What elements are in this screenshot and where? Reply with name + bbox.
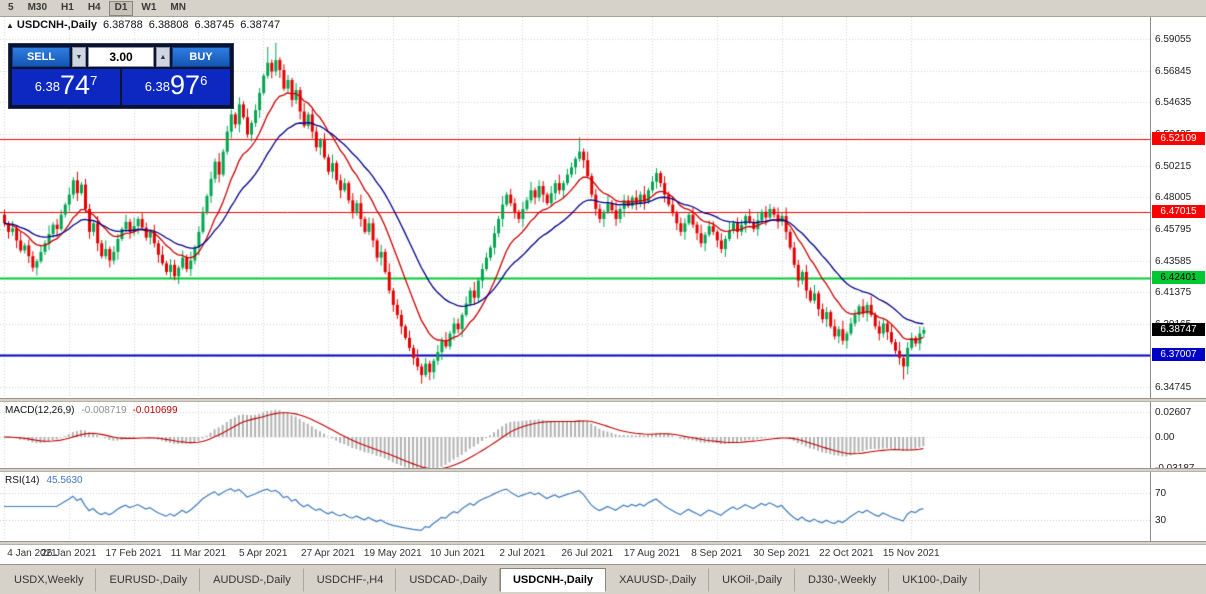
chart-tabs-bar: USDX,Weekly EURUSD-,Daily AUDUSD-,Daily USD…: [0, 564, 1206, 594]
timeframe-button-m30[interactable]: M30: [22, 1, 53, 16]
date-label: 8 Sep 2021: [691, 548, 743, 559]
price-tick-label: 6.54635: [1155, 97, 1192, 109]
date-label: 22 Oct 2021: [819, 548, 874, 559]
price-tick-label: 6.59055: [1155, 34, 1192, 46]
price-tick-label: 6.56845: [1155, 65, 1192, 77]
date-axis[interactable]: 4 Jan 2021 26 Jan 2021 17 Feb 2021 11 Mar 2…: [0, 545, 1150, 564]
high-value: 6.38808: [148, 19, 189, 31]
sell-price-prefix: 6.38: [34, 79, 61, 94]
price-tick-label: 6.41375: [1155, 287, 1192, 299]
price-axis[interactable]: 6.590556.568456.546356.524256.502156.480…: [1150, 17, 1206, 545]
buy-price-big: 97: [170, 70, 201, 100]
chart-title-ohlc: ▲ USDCNH-,Daily 6.38788 6.38808 6.38745 6.387…: [6, 19, 286, 31]
pane-splitter[interactable]: [0, 541, 1206, 545]
macd-main-value: -0.008719: [81, 405, 127, 416]
chart-tab[interactable]: USDCAD-,Daily: [396, 568, 500, 592]
timeframe-toolbar: 5 M30 H1 H4 D1 W1 MN: [0, 0, 1206, 17]
volume-decrease-button[interactable]: ▼: [72, 47, 86, 67]
macd-tick-label: 0.02607: [1155, 407, 1192, 418]
chart-window: ▲ USDCNH-,Daily 6.38788 6.38808 6.38745 6.387…: [0, 17, 1206, 545]
sell-price-pipette: 7: [90, 73, 98, 88]
macd-signal-value: -0.010699: [132, 405, 178, 416]
date-label: 26 Jan 2021: [41, 548, 97, 559]
open-value: 6.38788: [103, 19, 143, 31]
pane-splitter[interactable]: [0, 468, 1206, 472]
sell-price-big: 74: [60, 70, 91, 100]
buy-price-prefix: 6.38: [144, 79, 171, 94]
price-line-label: 6.52109: [1152, 131, 1205, 145]
volume-input[interactable]: [88, 47, 154, 67]
buy-price-pipette: 6: [200, 73, 208, 88]
price-tick-label: 6.43585: [1155, 255, 1192, 267]
sell-button[interactable]: SELL: [12, 47, 70, 67]
low-value: 6.38745: [194, 19, 235, 31]
date-label: 10 Jun 2021: [430, 548, 486, 559]
chart-tab[interactable]: DJ30-,Weekly: [794, 568, 890, 592]
buy-button[interactable]: BUY: [172, 47, 230, 67]
price-line-label: 6.42401: [1152, 270, 1205, 284]
rsi-name: RSI(14): [5, 475, 40, 486]
timeframe-button-mn[interactable]: MN: [164, 1, 192, 16]
date-label: 4 Jan 2021: [7, 548, 57, 559]
macd-tick-label: 0.00: [1155, 432, 1175, 443]
volume-increase-button[interactable]: ▲: [156, 47, 170, 67]
date-label: 30 Sep 2021: [753, 548, 810, 559]
macd-label: MACD(12,26,9) -0.008719 -0.010699: [5, 405, 178, 416]
chart-tab[interactable]: USDX,Weekly: [1, 568, 97, 592]
date-label: 17 Aug 2021: [623, 548, 681, 559]
timeframe-button-5[interactable]: 5: [2, 1, 20, 16]
date-label: 11 Mar 2021: [170, 548, 227, 559]
timeframe-button-w1[interactable]: W1: [135, 1, 162, 16]
price-tick-label: 6.34745: [1155, 382, 1192, 394]
price-tick-label: 6.48005: [1155, 192, 1192, 204]
date-label: 2 Jul 2021: [499, 548, 546, 559]
symbol-period-label: USDCNH-,Daily: [16, 19, 97, 31]
chart-tab[interactable]: UK100-,Daily: [889, 568, 981, 592]
timeframe-button-h4[interactable]: H4: [82, 1, 107, 16]
date-label: 19 May 2021: [363, 548, 422, 559]
rsi-indicator-canvas[interactable]: [0, 472, 1150, 541]
rsi-label: RSI(14) 45.5630: [5, 475, 83, 486]
price-line-label: 6.47015: [1152, 204, 1205, 218]
date-label: 5 Apr 2021: [239, 548, 288, 559]
chart-tab[interactable]: AUDUSD-,Daily: [200, 568, 304, 592]
date-label: 15 Nov 2021: [882, 548, 940, 559]
macd-name: MACD(12,26,9): [5, 405, 75, 416]
macd-indicator-canvas[interactable]: [0, 402, 1150, 468]
date-label: 17 Feb 2021: [105, 548, 162, 559]
date-label: 26 Jul 2021: [561, 548, 614, 559]
close-value: 6.38747: [240, 19, 281, 31]
buy-price-display[interactable]: 6.38 97 6: [122, 69, 230, 105]
chart-tab[interactable]: USDCNH-,Daily: [499, 568, 607, 592]
chart-tab[interactable]: XAUUSD-,Daily: [606, 568, 710, 592]
price-tick-label: 6.50215: [1155, 160, 1192, 172]
chart-tab[interactable]: UKOil-,Daily: [709, 568, 795, 592]
price-line-label: 6.38747: [1152, 323, 1205, 336]
rsi-tick-label: 30: [1155, 515, 1167, 527]
sell-price-display[interactable]: 6.38 74 7: [12, 69, 120, 105]
chart-tab[interactable]: EURUSD-,Daily: [96, 568, 201, 592]
price-line-label: 6.37007: [1152, 347, 1205, 361]
rsi-tick-label: 70: [1155, 487, 1167, 499]
pane-splitter[interactable]: [0, 398, 1206, 402]
date-label: 27 Apr 2021: [301, 548, 355, 559]
chart-tab[interactable]: USDCHF-,H4: [303, 568, 397, 592]
price-tick-label: 6.45795: [1155, 224, 1192, 236]
one-click-trading-toggle-icon[interactable]: ▲: [6, 21, 14, 30]
rsi-value: 45.5630: [46, 475, 83, 486]
timeframe-button-d1[interactable]: D1: [108, 0, 134, 16]
timeframe-button-h1[interactable]: H1: [55, 1, 80, 16]
